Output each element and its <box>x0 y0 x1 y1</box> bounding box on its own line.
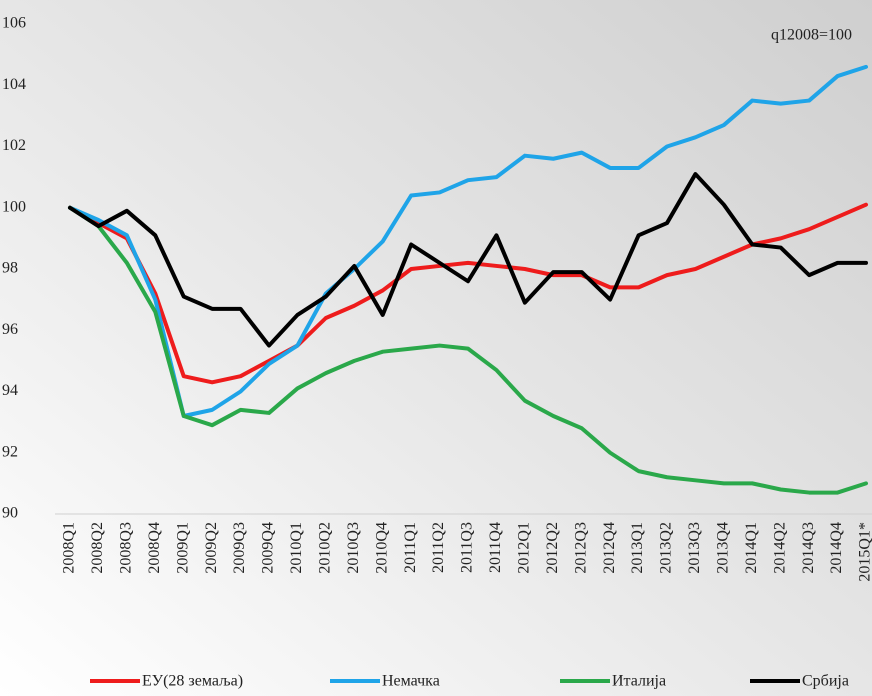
x-tick-label: 2010Q2 <box>317 522 334 574</box>
x-tick-label: 2014Q4 <box>828 522 845 574</box>
x-tick-label: 2013Q4 <box>715 522 732 574</box>
line-series <box>68 202 868 385</box>
x-tick-label: 2009Q2 <box>203 522 220 574</box>
x-tick-label: 2011Q1 <box>402 522 419 573</box>
y-tick-label: 94 <box>2 382 18 399</box>
x-tick-label: 2012Q1 <box>516 522 533 574</box>
x-tick-label: 2011Q4 <box>487 522 504 573</box>
x-tick-label: 2013Q1 <box>629 522 646 574</box>
x-tick-label: 2014Q1 <box>743 522 760 574</box>
line-series <box>68 205 868 495</box>
x-tick-label: 2010Q1 <box>288 522 305 574</box>
x-tick-label: 2013Q2 <box>658 522 675 574</box>
x-tick-label: 2015Q1* <box>857 522 872 582</box>
x-tick-label: 2014Q2 <box>771 522 788 574</box>
x-tick-label: 2008Q4 <box>146 522 163 574</box>
y-tick-label: 100 <box>2 198 26 215</box>
y-tick-label: 98 <box>2 260 18 277</box>
legend-label: Србија <box>802 673 849 690</box>
legend-label: ЕУ(28 земаља) <box>142 673 243 690</box>
x-tick-label: 2008Q2 <box>89 522 106 574</box>
x-tick-label: 2012Q2 <box>544 522 561 574</box>
x-tick-label: 2008Q3 <box>118 522 135 574</box>
x-tick-label: 2012Q3 <box>572 522 589 574</box>
x-tick-label: 2012Q4 <box>601 522 618 574</box>
legend-label: Италија <box>612 673 666 690</box>
x-tick-label: 2009Q4 <box>260 522 277 574</box>
y-tick-label: 102 <box>2 137 26 154</box>
x-tick-label: 2008Q1 <box>61 522 78 574</box>
y-tick-label: 92 <box>2 443 18 460</box>
x-tick-label: 2013Q3 <box>686 522 703 574</box>
y-tick-label: 106 <box>2 15 26 32</box>
line-series <box>68 172 868 348</box>
x-tick-label: 2010Q4 <box>373 522 390 574</box>
legend-label: Немачка <box>382 673 440 690</box>
x-tick-label: 2014Q3 <box>800 522 817 574</box>
x-tick-label: 2009Q1 <box>174 522 191 574</box>
y-tick-label: 96 <box>2 321 18 338</box>
x-tick-label: 2009Q3 <box>231 522 248 574</box>
y-tick-label: 104 <box>2 76 26 93</box>
y-tick-label: 90 <box>2 505 18 522</box>
annotation: q12008=100 <box>771 27 852 44</box>
x-tick-label: 2011Q2 <box>430 522 447 573</box>
line-series <box>68 64 868 418</box>
x-tick-label: 2010Q3 <box>345 522 362 574</box>
x-tick-label: 2011Q3 <box>459 522 476 573</box>
